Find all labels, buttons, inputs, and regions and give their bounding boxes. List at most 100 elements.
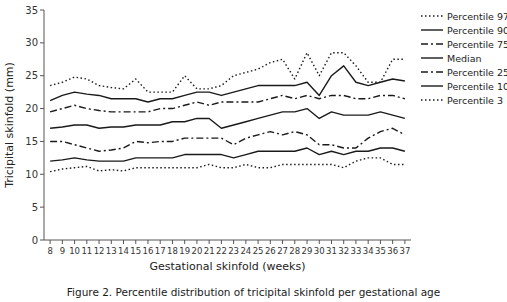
x-tick-label: 9: [60, 246, 65, 256]
legend-label: Percentile 25: [447, 67, 507, 78]
legend-swatch: [421, 29, 443, 30]
x-tick: [86, 240, 87, 244]
x-tick: [99, 240, 100, 244]
x-tick-label: 23: [228, 246, 239, 256]
x-tick: [392, 240, 393, 244]
x-tick-label: 36: [387, 246, 398, 256]
y-tick-label: 35: [25, 5, 38, 16]
x-tick-label: 25: [253, 246, 264, 256]
x-tick-label: 13: [106, 246, 117, 256]
y-tick: [40, 240, 44, 241]
x-tick: [123, 240, 124, 244]
chart: 0510152025303589101112131415161718192021…: [0, 0, 507, 302]
x-tick: [160, 240, 161, 244]
y-tick: [40, 108, 44, 109]
x-tick: [258, 240, 259, 244]
x-tick: [380, 240, 381, 244]
x-tick: [270, 240, 271, 244]
x-axis-line: [44, 240, 411, 241]
y-tick-label: 15: [25, 136, 38, 147]
x-tick-label: 26: [265, 246, 276, 256]
legend-swatch: [421, 57, 443, 58]
x-tick: [50, 240, 51, 244]
y-tick-label: 5: [32, 202, 38, 213]
x-tick: [62, 240, 63, 244]
x-axis-label: Gestational skinfold (weeks): [150, 260, 306, 273]
legend-label: Percentile 90: [447, 25, 507, 36]
legend-swatch: [421, 99, 443, 100]
x-tick: [196, 240, 197, 244]
x-tick: [368, 240, 369, 244]
x-tick: [294, 240, 295, 244]
y-axis-label: Tricipital skinfold (mm): [3, 62, 16, 189]
y-tick-label: 10: [25, 169, 38, 180]
x-tick: [135, 240, 136, 244]
x-tick: [331, 240, 332, 244]
x-tick: [147, 240, 148, 244]
x-tick-label: 12: [94, 246, 105, 256]
series-line: [50, 148, 405, 161]
x-tick-label: 8: [47, 246, 52, 256]
legend-label: Percentile 10: [447, 81, 507, 92]
x-tick-label: 11: [81, 246, 92, 256]
x-tick-label: 27: [277, 246, 288, 256]
x-tick: [404, 240, 405, 244]
x-tick: [319, 240, 320, 244]
legend-label: Median: [447, 53, 482, 64]
legend-label: Percentile 75: [447, 39, 507, 50]
x-tick-label: 17: [155, 246, 166, 256]
x-tick-label: 10: [69, 246, 80, 256]
caption: Figure 2. Percentile distribution of tri…: [67, 286, 440, 298]
y-tick: [40, 141, 44, 142]
series-line: [50, 128, 405, 151]
x-tick: [245, 240, 246, 244]
x-tick-label: 20: [192, 246, 203, 256]
legend-label: Percentile 97: [447, 11, 507, 22]
y-tick: [40, 42, 44, 43]
x-tick: [307, 240, 308, 244]
x-tick-label: 15: [130, 246, 141, 256]
legend-swatch: [421, 15, 443, 16]
x-tick: [184, 240, 185, 244]
x-tick-label: 14: [118, 246, 129, 256]
x-tick-label: 34: [363, 246, 374, 256]
x-tick-label: 28: [289, 246, 300, 256]
legend-swatch: [421, 71, 443, 72]
y-tick: [40, 10, 44, 11]
x-tick: [221, 240, 222, 244]
x-tick: [282, 240, 283, 244]
x-tick: [74, 240, 75, 244]
y-tick-label: 25: [25, 70, 38, 81]
y-tick: [40, 75, 44, 76]
x-tick-label: 33: [351, 246, 362, 256]
series-line: [50, 66, 405, 102]
legend-label: Percentile 3: [447, 95, 503, 106]
x-tick-label: 18: [167, 246, 178, 256]
x-tick-label: 16: [143, 246, 154, 256]
legend-swatch: [421, 85, 443, 86]
x-tick-label: 19: [179, 246, 190, 256]
y-tick-label: 0: [32, 235, 38, 246]
x-tick: [209, 240, 210, 244]
y-tick: [40, 207, 44, 208]
x-tick-label: 31: [326, 246, 337, 256]
series-line: [50, 158, 405, 172]
lines: [50, 53, 405, 172]
series-line: [50, 95, 405, 111]
x-tick-label: 32: [338, 246, 349, 256]
x-tick: [355, 240, 356, 244]
x-tick-label: 22: [216, 246, 227, 256]
legend-swatch: [421, 43, 443, 44]
x-tick: [111, 240, 112, 244]
y-tick: [40, 174, 44, 175]
y-axis-line: [44, 10, 45, 240]
series-line: [50, 53, 405, 92]
x-tick: [233, 240, 234, 244]
x-tick-label: 35: [375, 246, 386, 256]
x-tick-label: 24: [240, 246, 251, 256]
x-tick-label: 21: [204, 246, 215, 256]
legend: Percentile 97 Percentile 90 Percentile 75 M…: [421, 11, 507, 106]
y-tick-label: 30: [25, 37, 38, 48]
x-tick: [343, 240, 344, 244]
x-tick-label: 37: [399, 246, 410, 256]
